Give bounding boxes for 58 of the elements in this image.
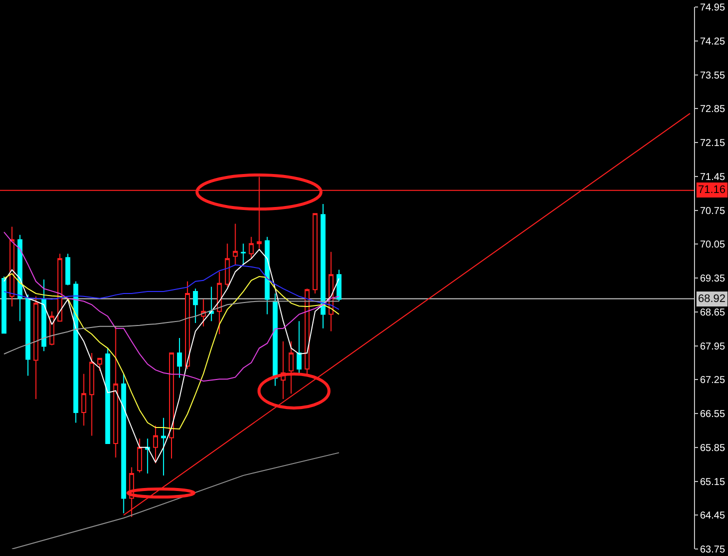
y-tick-label: 63.75 — [700, 544, 726, 556]
y-tick-label: 64.45 — [700, 510, 726, 522]
line-series — [3, 264, 340, 310]
y-tick-label: 72.15 — [700, 138, 726, 149]
candlestick — [224, 243, 230, 288]
candlestick — [121, 373, 126, 514]
candlestick — [296, 320, 302, 374]
y-tick-label: 69.35 — [700, 274, 726, 284]
candlestick — [169, 352, 174, 460]
candlestick — [153, 425, 158, 464]
y-tick-label: 72.85 — [700, 104, 726, 116]
candlestick — [216, 271, 222, 335]
ref-line-label: 71.16 — [698, 184, 726, 196]
y-tick-label: 70.75 — [700, 206, 726, 217]
y-tick-label: 67.95 — [700, 341, 726, 352]
candlestick — [208, 286, 214, 322]
candlestick — [25, 294, 30, 376]
y-tick-label: 66.55 — [700, 409, 726, 420]
line-series — [3, 300, 340, 354]
candlestick — [336, 269, 342, 302]
candlestick — [161, 417, 166, 476]
candlestick — [113, 326, 118, 458]
candlestick — [105, 348, 110, 444]
y-tick-label: 65.85 — [700, 442, 726, 454]
candlestick — [185, 280, 190, 370]
candlestick — [200, 298, 206, 327]
candlestick — [10, 226, 14, 308]
candlestick — [41, 278, 46, 352]
candlestick — [137, 438, 142, 474]
ref-line-label: 68.92 — [698, 293, 726, 305]
candlestick — [320, 203, 326, 329]
candlestick — [192, 288, 198, 324]
y-tick-label: 71.45 — [700, 172, 726, 183]
candlestick — [65, 253, 70, 286]
candlestick — [81, 373, 86, 426]
y-tick-label: 74.95 — [700, 2, 726, 14]
candlestick — [312, 213, 318, 294]
line-series — [3, 248, 340, 463]
candlestick — [145, 438, 150, 474]
candlestick — [177, 338, 182, 378]
candlestick — [89, 352, 94, 436]
candlestick — [240, 243, 246, 265]
line-series — [11, 452, 340, 549]
candlestick — [232, 223, 238, 265]
candlestick — [57, 253, 62, 322]
y-tick-label: 68.65 — [700, 307, 726, 318]
line-series — [3, 232, 340, 382]
candlestick — [288, 340, 294, 394]
candlestick — [2, 276, 6, 334]
line-series — [3, 273, 340, 430]
candlestick — [17, 234, 22, 322]
y-tick-label: 73.55 — [700, 70, 726, 82]
y-tick-label: 70.05 — [700, 240, 726, 251]
y-tick-label: 74.25 — [700, 36, 726, 48]
y-tick-label: 65.15 — [700, 476, 726, 488]
y-tick-label: 67.25 — [700, 375, 726, 386]
candlestick — [248, 236, 254, 260]
candlestick — [33, 296, 38, 400]
